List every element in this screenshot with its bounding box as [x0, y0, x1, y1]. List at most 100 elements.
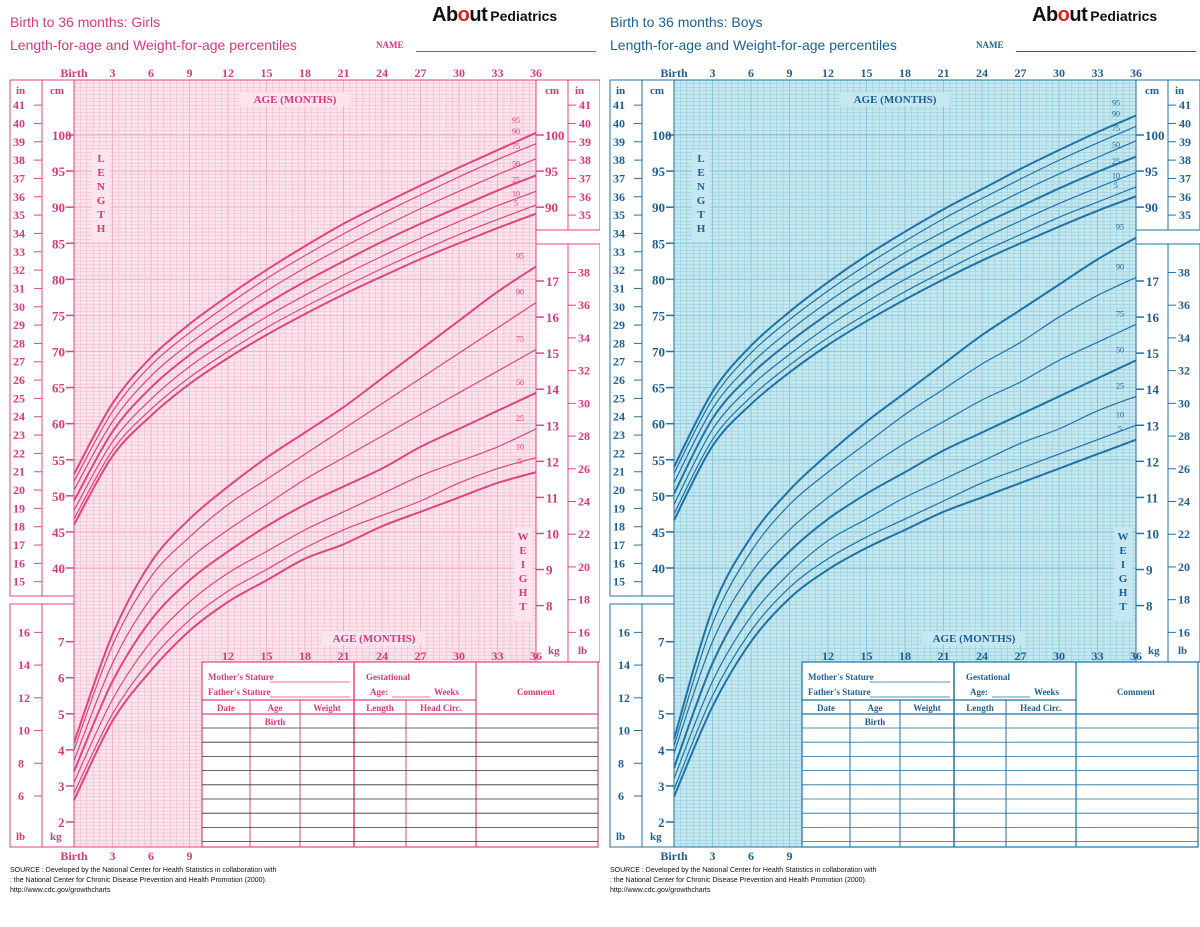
- length-label-letter: N: [97, 181, 105, 193]
- percentile-label: 5: [1118, 425, 1122, 434]
- tick-label-cm: 75: [52, 308, 66, 323]
- tick-label-in: 39: [579, 135, 591, 149]
- about-pediatrics-logo: About Pediatrics: [432, 4, 558, 26]
- axis-unit-lb: lb: [578, 645, 587, 657]
- weight-percentile-10: [673, 424, 1137, 790]
- tick-label-lb: 22: [1178, 527, 1190, 541]
- tick-label-in: 23: [613, 428, 625, 442]
- about-pediatrics-logo: About Pediatrics: [1032, 4, 1158, 26]
- tick-label-lb: 18: [1178, 593, 1190, 607]
- tick-label-lb: 24: [1178, 494, 1190, 508]
- axis-unit-lb: lb: [616, 831, 625, 843]
- tick-label-kg: 5: [58, 707, 65, 722]
- tick-label-cm: 50: [652, 489, 665, 504]
- tick-label-cm: 40: [52, 561, 65, 576]
- weight-percentile-25: [73, 428, 537, 783]
- length-label-letter: E: [697, 167, 704, 179]
- age-tick-label: 12: [822, 66, 834, 80]
- age-tick-label: 18: [299, 649, 311, 663]
- gestational-age-label: Age:: [370, 687, 388, 697]
- age-tick-label: 9: [187, 66, 193, 80]
- age-tick-label: 33: [492, 649, 504, 663]
- tick-label-in: 33: [613, 245, 625, 259]
- age-tick-label: 6: [748, 849, 754, 863]
- weight-label-letter: W: [518, 531, 529, 543]
- axis-unit-in: in: [616, 85, 625, 97]
- weight-percentile-5: [673, 438, 1137, 798]
- birth-row-label: Birth: [265, 717, 286, 727]
- tick-label-cm: 90: [545, 200, 558, 215]
- source-note: SOURCE : Developed by the National Cente…: [10, 867, 277, 894]
- tick-label-in: 21: [13, 465, 25, 479]
- axis-unit-kg: kg: [50, 831, 62, 843]
- tick-label-cm: 95: [52, 164, 66, 179]
- tick-label-lb: 38: [1178, 265, 1190, 279]
- age-tick-label: 6: [148, 66, 154, 80]
- tick-label-in: 29: [13, 318, 25, 332]
- age-tick-label: 21: [338, 66, 350, 80]
- tick-label-kg: 3: [58, 779, 65, 794]
- length-label-letter: G: [97, 195, 106, 207]
- tick-label-kg: 7: [658, 635, 665, 650]
- tick-label-in: 41: [13, 98, 25, 112]
- percentile-label: 25: [1112, 157, 1120, 166]
- age-tick-label: 27: [1015, 649, 1027, 663]
- age-tick-label: Birth: [60, 849, 88, 863]
- tick-label-lb: 16: [618, 625, 630, 639]
- tick-label-kg: 16: [1146, 310, 1160, 325]
- tick-label-in: 24: [13, 410, 25, 424]
- tick-label-cm: 55: [652, 453, 666, 468]
- weight-percentile-50: [73, 391, 537, 772]
- tick-label-cm: 100: [1145, 128, 1165, 143]
- name-field-line[interactable]: [416, 51, 596, 52]
- age-tick-label: 33: [492, 66, 504, 80]
- age-tick-label: 9: [787, 66, 793, 80]
- tick-label-in: 26: [613, 373, 625, 387]
- tick-label-in: 17: [613, 538, 625, 552]
- name-field-line[interactable]: [1016, 51, 1196, 52]
- tick-label-in: 18: [13, 520, 25, 534]
- tick-label-in: 36: [613, 190, 625, 204]
- weight-percentile-75: [73, 349, 537, 761]
- tick-label-lb: 36: [1178, 298, 1190, 312]
- length-percentile-50: [73, 174, 537, 502]
- table-header-date: Date: [817, 703, 835, 713]
- tick-label-in: 15: [13, 575, 25, 589]
- tick-label-kg: 7: [58, 635, 65, 650]
- tick-label-cm: 60: [652, 417, 665, 432]
- tick-label-lb: 10: [18, 724, 30, 738]
- weight-label-letter: E: [519, 545, 526, 557]
- tick-label-lb: 14: [18, 658, 30, 672]
- age-tick-label: 33: [1092, 66, 1104, 80]
- length-label-bg: [92, 150, 110, 242]
- tick-label-in: 28: [13, 336, 25, 350]
- tick-label-in: 29: [613, 318, 625, 332]
- tick-label-cm: 40: [652, 561, 665, 576]
- weight-percentile-50: [673, 359, 1137, 769]
- age-months-label: AGE (MONTHS): [333, 633, 416, 645]
- tick-label-cm: 75: [652, 308, 666, 323]
- length-label-bg: [692, 150, 710, 242]
- tick-label-in: 19: [613, 501, 625, 515]
- tick-label-cm: 95: [652, 164, 666, 179]
- age-tick-label: 3: [710, 849, 716, 863]
- tick-label-in: 15: [613, 575, 625, 589]
- age-tick-label: 21: [938, 66, 950, 80]
- weight-label-letter: I: [521, 559, 525, 571]
- tick-label-lb: 10: [618, 724, 630, 738]
- tick-label-kg: 4: [58, 743, 65, 758]
- percentile-label: 90: [516, 288, 524, 297]
- length-percentile-5: [673, 195, 1137, 521]
- tick-label-in: 40: [13, 116, 25, 130]
- percentile-label: 95: [1112, 99, 1120, 108]
- length-label-letter: T: [97, 209, 105, 221]
- age-tick-label: 33: [1092, 649, 1104, 663]
- tick-label-cm: 90: [52, 200, 65, 215]
- tick-label-lb: 30: [1178, 396, 1190, 410]
- percentile-label: 95: [516, 252, 524, 261]
- axis-unit-in: in: [1175, 85, 1184, 97]
- tick-label-in: 41: [1179, 98, 1191, 112]
- age-tick-label: 18: [899, 649, 911, 663]
- tick-label-in: 20: [13, 483, 25, 497]
- age-label-bg: [922, 631, 1026, 645]
